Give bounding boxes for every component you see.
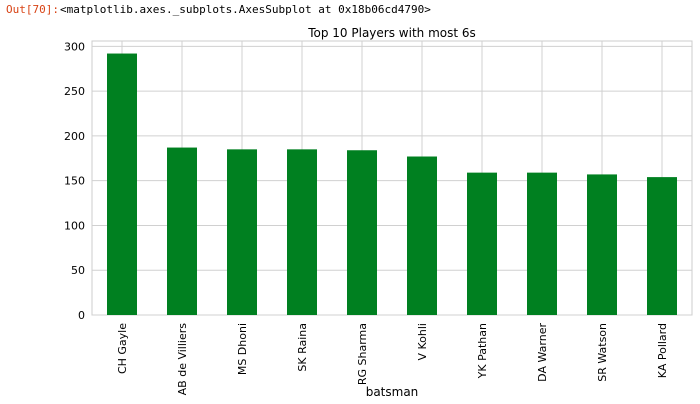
y-tick-label: 150 bbox=[64, 175, 85, 188]
chart-title: Top 10 Players with most 6s bbox=[307, 26, 476, 40]
bars bbox=[107, 53, 677, 315]
x-tick-label: V Kohli bbox=[416, 323, 429, 361]
y-tick-label: 100 bbox=[64, 219, 85, 232]
bar-ab-de-villiers bbox=[167, 147, 197, 315]
bar-ka-pollard bbox=[647, 177, 677, 315]
x-tick-label: RG Sharma bbox=[356, 323, 369, 385]
y-tick-label: 250 bbox=[64, 85, 85, 98]
x-tick-labels: CH Gayle AB de Villiers MS Dhoni SK Raina RG… bbox=[116, 323, 669, 396]
y-tick-label: 300 bbox=[64, 40, 85, 53]
bar-sk-raina bbox=[287, 149, 317, 315]
output-repr: <matplotlib.axes._subplots.AxesSubplot a… bbox=[60, 3, 431, 16]
bar-yk-pathan bbox=[467, 172, 497, 315]
bar-v-kohli bbox=[407, 156, 437, 315]
x-tick-label: AB de Villiers bbox=[176, 323, 189, 396]
y-tick-label: 0 bbox=[78, 309, 85, 322]
y-tick-label: 50 bbox=[71, 264, 85, 277]
bar-ms-dhoni bbox=[227, 149, 257, 315]
y-tick-labels: 0 50 100 150 200 250 300 bbox=[64, 40, 85, 322]
y-tick-label: 200 bbox=[64, 130, 85, 143]
x-tick-label: YK Pathan bbox=[476, 323, 489, 379]
x-tick-label: SR Watson bbox=[596, 323, 609, 382]
output-prompt: Out[70]: bbox=[6, 3, 59, 16]
bar-ch-gayle bbox=[107, 53, 137, 315]
x-tick-label: DA Warner bbox=[536, 323, 549, 382]
x-tick-label: SK Raina bbox=[296, 323, 309, 372]
bar-sr-watson bbox=[587, 174, 617, 315]
x-tick-label: KA Pollard bbox=[656, 323, 669, 378]
x-tick-label: MS Dhoni bbox=[236, 323, 249, 375]
bar-rg-sharma bbox=[347, 150, 377, 315]
x-tick-label: CH Gayle bbox=[116, 323, 129, 374]
x-axis-label: batsman bbox=[366, 385, 419, 399]
bar-da-warner bbox=[527, 172, 557, 315]
